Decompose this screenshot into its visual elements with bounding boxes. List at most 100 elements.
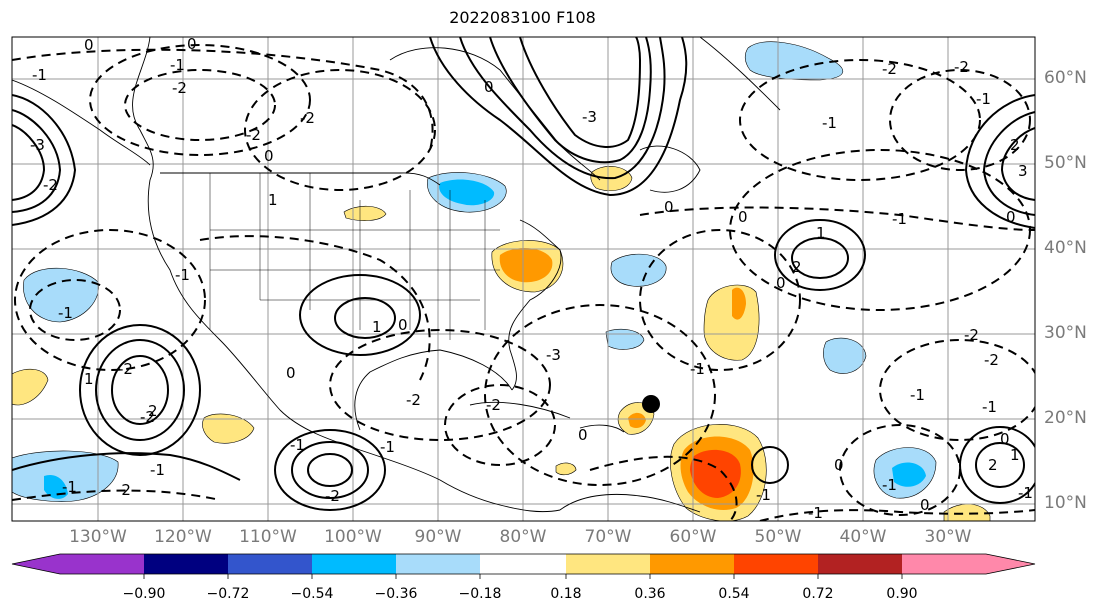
ridge-contour-4 bbox=[519, 37, 642, 148]
colorbar-tick-label: 0.54 bbox=[718, 586, 750, 602]
atl-contour-2 bbox=[791, 237, 849, 279]
negative-contours bbox=[12, 44, 1035, 521]
atl-contour-1 bbox=[774, 219, 866, 291]
lon-label: 30°W bbox=[924, 527, 972, 547]
shade-central-atl bbox=[703, 284, 760, 361]
neg-contour-6 bbox=[444, 384, 556, 466]
shade-midatlantic-core bbox=[499, 247, 553, 283]
contour-label: 1 bbox=[268, 191, 278, 209]
texas-contour-outer bbox=[299, 274, 421, 356]
shade-hawaii bbox=[12, 368, 49, 406]
contour-label: 0 bbox=[84, 36, 94, 54]
contour-label: 3 bbox=[1018, 162, 1028, 180]
contour-label: 0 bbox=[834, 456, 844, 474]
colorbar-segment bbox=[818, 554, 902, 574]
contour-label: -1 bbox=[976, 90, 991, 108]
contour-label: 0 bbox=[484, 78, 494, 96]
east-high-1 bbox=[964, 94, 1035, 229]
lat-label: 10°N bbox=[1044, 493, 1087, 513]
lon-label: 70°W bbox=[584, 527, 632, 547]
lon-label: 100°W bbox=[324, 527, 382, 547]
east-trop-contour-2 bbox=[975, 442, 1025, 488]
ridge-contour-2 bbox=[459, 37, 666, 180]
west-low-2 bbox=[12, 109, 62, 213]
contour-label: -2 bbox=[246, 126, 261, 144]
lon-label: 60°W bbox=[669, 527, 717, 547]
colorbar-tick-label: 0.18 bbox=[550, 586, 582, 602]
contour-label: -1 bbox=[32, 66, 47, 84]
positive-contours bbox=[12, 37, 1035, 511]
colorbar-extend-high bbox=[986, 554, 1035, 574]
colorbar bbox=[11, 553, 1036, 579]
alaska-coast bbox=[12, 79, 151, 166]
central-america bbox=[359, 449, 561, 513]
east-trop-contour-1 bbox=[959, 426, 1035, 504]
colorbar-segment bbox=[144, 554, 228, 574]
shade-plains bbox=[343, 205, 387, 221]
pacific-long-contour bbox=[12, 452, 241, 481]
lon-label: 80°W bbox=[499, 527, 547, 547]
shade-storm-east-core bbox=[690, 449, 741, 498]
shade-se-corner bbox=[943, 503, 991, 521]
contour-label: 0 bbox=[398, 316, 408, 334]
shade-east-blue-core bbox=[892, 462, 926, 487]
lon-label: 90°W bbox=[414, 527, 462, 547]
contour-label: -2 bbox=[964, 326, 979, 344]
na-west-coast bbox=[132, 37, 361, 451]
contour-label: 0 bbox=[1006, 208, 1016, 226]
neg-contour-5 bbox=[29, 279, 121, 341]
contour-label: 0 bbox=[776, 274, 786, 292]
contour-label: 0 bbox=[738, 208, 748, 226]
contour-label: -3 bbox=[30, 136, 45, 154]
colorbar-tick-label: −0.36 bbox=[374, 586, 418, 602]
contour-label: -1 bbox=[380, 438, 395, 456]
contour-label: -1 bbox=[982, 398, 997, 416]
storm-center-dot bbox=[642, 395, 660, 413]
west-low-1 bbox=[12, 94, 77, 226]
lon-label: 110°W bbox=[239, 527, 297, 547]
lon-label: 130°W bbox=[69, 527, 127, 547]
colorbar-segment bbox=[734, 554, 818, 574]
contour-label: 1 bbox=[1010, 446, 1020, 464]
contour-label: 0 bbox=[187, 35, 197, 53]
contour-label: -2 bbox=[116, 481, 131, 499]
neg-contour-2 bbox=[124, 69, 276, 141]
texas-contour-inner bbox=[334, 297, 396, 339]
shaded-anomalies bbox=[12, 41, 991, 521]
newfoundland bbox=[639, 145, 701, 193]
shade-central-atl-core bbox=[732, 287, 746, 320]
west-low-3 bbox=[12, 124, 46, 201]
neg-contour-17 bbox=[12, 489, 221, 501]
colorbar-tick-label: −0.54 bbox=[290, 586, 334, 602]
contour-label: -2 bbox=[954, 58, 969, 76]
neg-contour-13 bbox=[839, 424, 961, 516]
pacific-contour-1 bbox=[79, 324, 201, 456]
shade-east-atl-blue bbox=[823, 337, 867, 374]
shade-west-atl-1 bbox=[610, 253, 667, 287]
east-high-3 bbox=[1000, 127, 1035, 201]
colorbar-tick-label: 0.36 bbox=[634, 586, 666, 602]
contour-label: -2 bbox=[486, 396, 501, 414]
lat-label: 50°N bbox=[1044, 153, 1087, 173]
neg-contour-3 bbox=[244, 69, 436, 191]
contour-label: 0 bbox=[286, 364, 296, 382]
contour-label: 0 bbox=[578, 426, 588, 444]
neg-contour-20 bbox=[759, 509, 1035, 521]
pacific-contour-3 bbox=[111, 355, 169, 425]
colorbar-segment bbox=[60, 554, 144, 574]
lon-label: 40°W bbox=[839, 527, 887, 547]
gulf-coast bbox=[354, 349, 513, 431]
contour-label: -1 bbox=[170, 56, 185, 74]
contour-label: -2 bbox=[300, 109, 315, 127]
map-frame bbox=[11, 36, 1036, 522]
contour-label: -2 bbox=[140, 408, 155, 426]
contour-label: -1 bbox=[892, 210, 907, 228]
map-title: 2022083100 F108 bbox=[449, 8, 596, 27]
contour-label: 0 bbox=[664, 198, 674, 216]
contour-label: -1 bbox=[290, 436, 305, 454]
colorbar-segment bbox=[228, 554, 312, 574]
contour-label: -2 bbox=[43, 176, 58, 194]
contour-label: -2 bbox=[325, 487, 340, 505]
neg-contour-8 bbox=[484, 304, 716, 486]
